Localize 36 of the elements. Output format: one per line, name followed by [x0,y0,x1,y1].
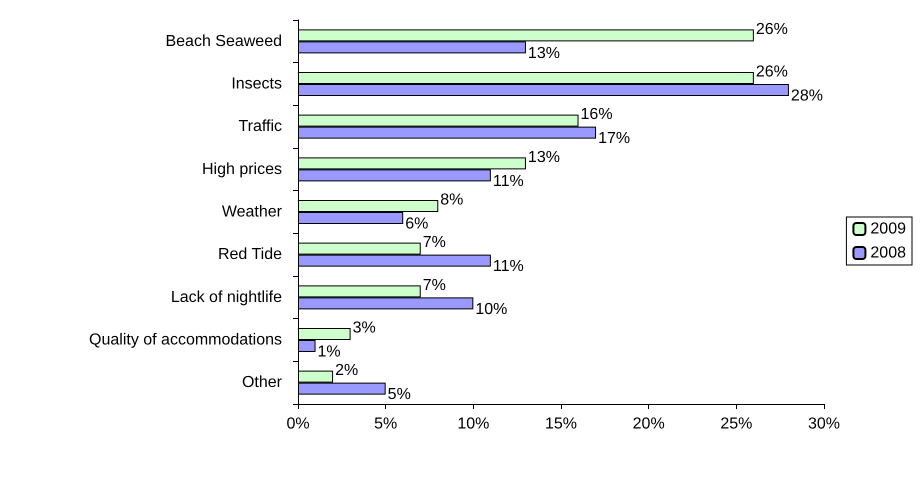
x-tick-label: 15% [544,416,578,432]
data-label: 7% [422,276,446,294]
data-label: 10% [475,300,508,318]
x-tick-label: 0% [286,416,310,432]
y-tick-label: Traffic [238,118,282,136]
data-label: 7% [422,234,446,252]
x-tick-label: 20% [632,416,665,432]
legend-label: 2008 [870,244,906,262]
data-label: 8% [440,192,464,208]
data-label: 2% [335,362,358,380]
x-tick-label: 10% [457,416,490,432]
y-tick-label: Lack of nightlife [170,288,282,306]
x-tick-label: 5% [374,416,398,432]
data-label: 16% [580,106,613,124]
data-label: 5% [388,386,411,404]
y-tick-label: Red Tide [218,246,282,264]
data-label: 13% [528,44,560,62]
data-label: 26% [756,64,788,80]
data-label: 26% [756,20,788,38]
data-label: 6% [405,216,428,232]
data-label: 11% [492,172,524,190]
data-label: 28% [790,88,823,104]
data-label: 11% [492,258,524,276]
data-label: 17% [598,130,630,148]
x-tick-label: 25% [720,416,752,432]
x-tick-label: 30% [808,416,840,432]
y-tick-label: Other [242,374,283,392]
data-label: 13% [528,148,560,166]
y-tick-label: Beach Seaweed [165,32,282,50]
y-tick-label: Weather [222,204,283,220]
y-tick-label: Insects [231,76,282,92]
data-label: 1% [318,344,341,360]
y-tick-label: High prices [202,160,282,178]
y-tick-label: Quality of accommodations [89,332,282,348]
data-label: 3% [352,320,376,336]
legend-label: 2009 [870,220,906,238]
